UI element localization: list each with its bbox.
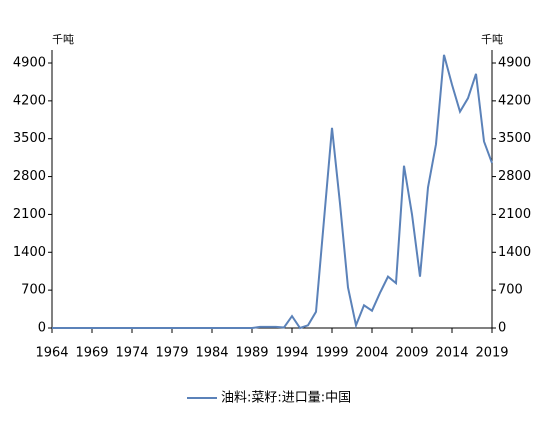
x-tick-label: 2009	[395, 346, 428, 361]
y2-tick-label: 700	[498, 283, 523, 298]
x-tick-label: 1979	[155, 346, 188, 361]
x-tick-label: 1969	[75, 346, 108, 361]
x-tick-label: 1974	[115, 346, 148, 361]
x-tick-label: 1994	[275, 346, 308, 361]
x-tick-label: 1964	[35, 346, 68, 361]
y2-tick-label: 4200	[498, 93, 531, 108]
y-tick-label: 2800	[13, 169, 46, 184]
y2-tick-label: 2800	[498, 169, 531, 184]
y2-unit: 千吨	[481, 33, 503, 46]
data-line	[52, 54, 493, 330]
x-tick-label: 2004	[355, 346, 388, 361]
y2-tick-label: 0	[498, 321, 506, 336]
x-tick-label: 2014	[435, 346, 468, 361]
y2-tick-label: 1400	[498, 245, 531, 260]
y-tick-label: 4900	[13, 56, 46, 71]
y2-tick-label: 4900	[498, 56, 531, 71]
y-unit: 千吨	[52, 33, 74, 46]
y-tick-label: 700	[21, 283, 46, 298]
y2-tick-label: 3500	[498, 131, 531, 146]
y-tick-label: 1400	[13, 245, 46, 260]
y-tick-label: 4200	[13, 93, 46, 108]
x-tick-label: 2019	[475, 346, 508, 361]
legend-label: 油料:菜籽:进口量:中国	[221, 391, 351, 406]
y2-tick-label: 2100	[498, 207, 531, 222]
y-tick-label: 3500	[13, 131, 46, 146]
y-tick-label: 2100	[13, 207, 46, 222]
y-tick-label: 0	[38, 321, 46, 336]
x-tick-label: 1984	[195, 346, 228, 361]
x-tick-label: 1999	[315, 346, 348, 361]
x-tick-label: 1989	[235, 346, 268, 361]
